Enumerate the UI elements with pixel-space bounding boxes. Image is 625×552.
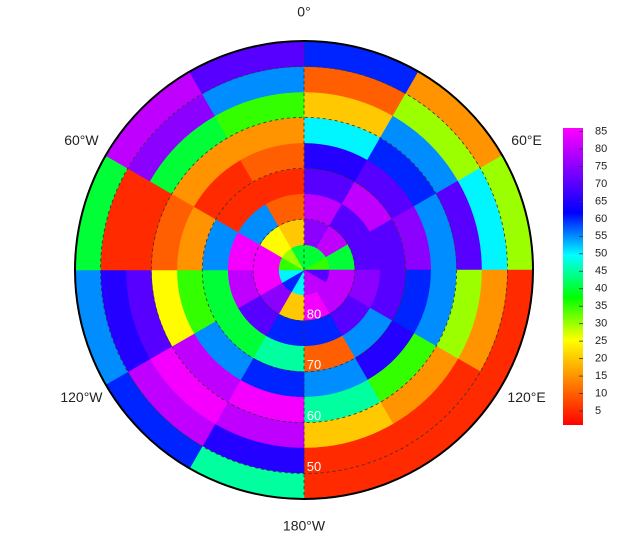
lat-label: 80	[307, 306, 321, 321]
lat-ring	[201, 167, 407, 373]
colorbar-label: 15	[595, 370, 607, 382]
lon-label: 0°	[297, 4, 310, 20]
colorbar-label: 20	[595, 353, 607, 365]
colorbar-label: 30	[595, 318, 607, 330]
colorbar-label: 65	[595, 195, 607, 207]
colorbar-label: 40	[595, 283, 607, 295]
lon-label: 180°W	[283, 518, 326, 534]
colorbar-label: 10	[595, 387, 607, 399]
lat-label: 70	[307, 357, 321, 372]
heatmap	[75, 41, 533, 499]
colorbar-label: 35	[595, 300, 607, 312]
colorbar-label: 25	[595, 335, 607, 347]
colorbar-label: 50	[595, 248, 607, 260]
colorbar	[563, 128, 583, 425]
colorbar-label: 55	[595, 230, 607, 242]
colorbar-label: 85	[595, 125, 607, 137]
colorbar-label: 5	[595, 405, 601, 417]
colorbar-label: 75	[595, 160, 607, 172]
lat-label: 50	[307, 459, 321, 474]
colorbar-label: 80	[595, 143, 607, 155]
lon-label: 120°E	[507, 389, 545, 405]
map-border	[74, 40, 534, 500]
lat-ring	[100, 66, 508, 474]
colorbar-label: 70	[595, 178, 607, 190]
colorbar-label: 45	[595, 265, 607, 277]
lon-label: 60°W	[64, 132, 99, 148]
colorbar-label: 60	[595, 213, 607, 225]
lon-label: 60°E	[511, 132, 542, 148]
lat-ring	[150, 116, 458, 424]
lon-label: 120°W	[60, 389, 103, 405]
lat-label: 60	[307, 408, 321, 423]
